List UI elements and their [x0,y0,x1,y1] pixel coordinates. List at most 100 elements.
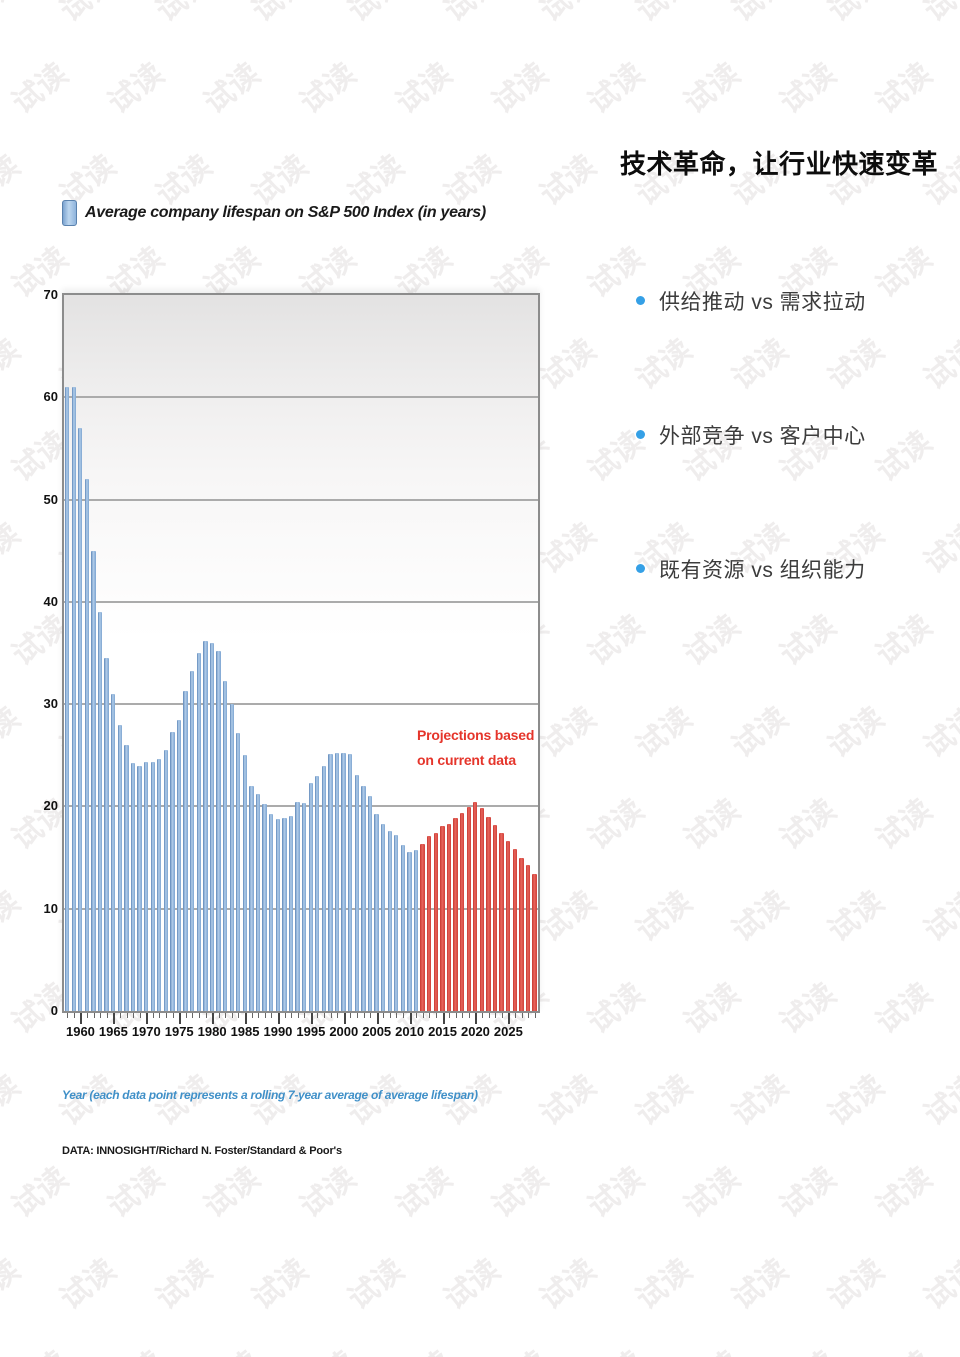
plot-area: Projections based on current data [62,293,540,1013]
x-tick [205,1013,207,1018]
x-tick-label: 1965 [98,1024,128,1039]
watermark-text: 试读 [0,701,26,765]
watermark-text: 试读 [1,1338,75,1357]
watermark-text: 试读 [150,1253,218,1317]
x-tick [264,1013,266,1018]
lifespan-bar-1998 [328,754,333,1011]
watermark-text: 试读 [582,793,650,857]
x-tick [238,1013,240,1018]
watermark-text: 试读 [390,57,458,121]
projection-bar-2026 [512,849,517,1011]
bullet-label: 既有资源 vs 组织能力 [659,559,866,582]
annotation-line-2: on current data [417,752,516,769]
watermark-text: 试读 [822,333,890,397]
lifespan-bar-2010 [407,852,412,1011]
x-tick [475,1013,478,1024]
projection-bar-2029 [532,873,537,1011]
watermark-text: 试读 [726,1253,794,1317]
x-tick [166,1013,168,1018]
projection-bar-2019 [466,807,471,1011]
watermark-text: 试读 [54,1253,122,1317]
lifespan-bar-1974 [170,731,175,1011]
watermark-text: 试读 [774,1161,842,1225]
x-tick [126,1013,128,1018]
x-tick [218,1013,220,1018]
projection-bar-2023 [492,824,498,1011]
watermark-text: 试读 [822,701,890,765]
x-tick [468,1013,470,1018]
slide-title: 技术革命，让行业快速变革 [619,149,938,180]
watermark-text: 试读 [102,57,170,121]
lifespan-bar-1962 [91,550,96,1011]
x-tick [330,1013,332,1018]
lifespan-chart: Average company lifespan on S&P 500 Inde… [40,198,560,1183]
watermark-text: 试读 [582,609,650,673]
watermark-text: 试读 [822,885,890,949]
projection-annotation: Projections based on current data [417,723,534,773]
x-tick [198,1013,200,1018]
x-tick [521,1013,523,1018]
x-tick [350,1013,352,1018]
watermark-text: 试读 [678,1161,746,1225]
watermark-text: 试读 [774,977,842,1041]
lifespan-bar-2008 [394,835,399,1011]
lifespan-bar-1961 [84,479,89,1011]
watermark-text: 试读 [198,57,266,121]
lifespan-bar-1958 [64,387,70,1011]
x-tick [291,1013,293,1018]
x-tick-label: 1980 [197,1024,227,1039]
x-tick [501,1013,503,1018]
x-tick [146,1013,149,1024]
watermark-text: 试读 [582,1161,650,1225]
x-tick-label: 2005 [362,1024,392,1039]
x-axis: 1960 1965 1970 1975 1980 1985 1990 1995 2000 2005… [62,1013,540,1039]
lifespan-bar-1966 [117,724,122,1011]
x-tick [172,1013,174,1018]
watermark-text: 试读 [529,0,603,30]
x-tick [179,1013,182,1024]
watermark-text: 试读 [870,793,938,857]
bullet-item-2: 外部竞争 vs 客户中心 [636,420,866,450]
lifespan-bar-1995 [308,782,313,1011]
lifespan-bar-1989 [269,813,274,1011]
watermark-text: 试读 [0,885,26,949]
projection-bar-2028 [525,864,531,1011]
lifespan-bar-1977 [190,671,195,1011]
projection-bar-2017 [453,817,458,1011]
lifespan-bar-1959 [71,387,76,1011]
lifespan-bar-2003 [361,785,366,1011]
x-tick [337,1013,339,1018]
watermark-text: 试读 [870,609,938,673]
lifespan-bar-1978 [196,653,201,1011]
watermark-text: 试读 [481,1338,555,1357]
x-tick [93,1013,95,1018]
projection-bar-2012 [420,844,425,1011]
watermark-text: 试读 [774,57,842,121]
watermark-text: 试读 [918,701,960,765]
x-tick [416,1013,418,1018]
watermark-text: 试读 [289,1338,363,1357]
x-tick [80,1013,83,1024]
watermark-text: 试读 [0,0,27,30]
lifespan-bar-1960 [78,427,83,1011]
bullet-item-1: 供给推动 vs 需求拉动 [636,286,866,316]
x-tick-label: 2025 [493,1024,523,1039]
lifespan-bar-2001 [348,754,353,1011]
y-tick-label: 40 [43,593,58,609]
x-tick [435,1013,437,1018]
watermark-text: 试读 [49,0,123,30]
x-tick [383,1013,385,1018]
watermark-text: 试读 [145,0,219,30]
lifespan-bar-1979 [203,640,208,1011]
watermark-text: 试读 [241,0,315,30]
x-tick [277,1013,280,1024]
x-tick [212,1013,215,1024]
watermark-text: 试读 [769,1338,843,1357]
x-tick [225,1013,227,1018]
watermark-text: 试读 [630,1069,698,1133]
x-tick-label: 1970 [131,1024,161,1039]
lifespan-bar-1975 [176,719,182,1011]
x-tick [258,1013,260,1018]
x-tick [271,1013,273,1018]
watermark-text: 试读 [918,1253,960,1317]
